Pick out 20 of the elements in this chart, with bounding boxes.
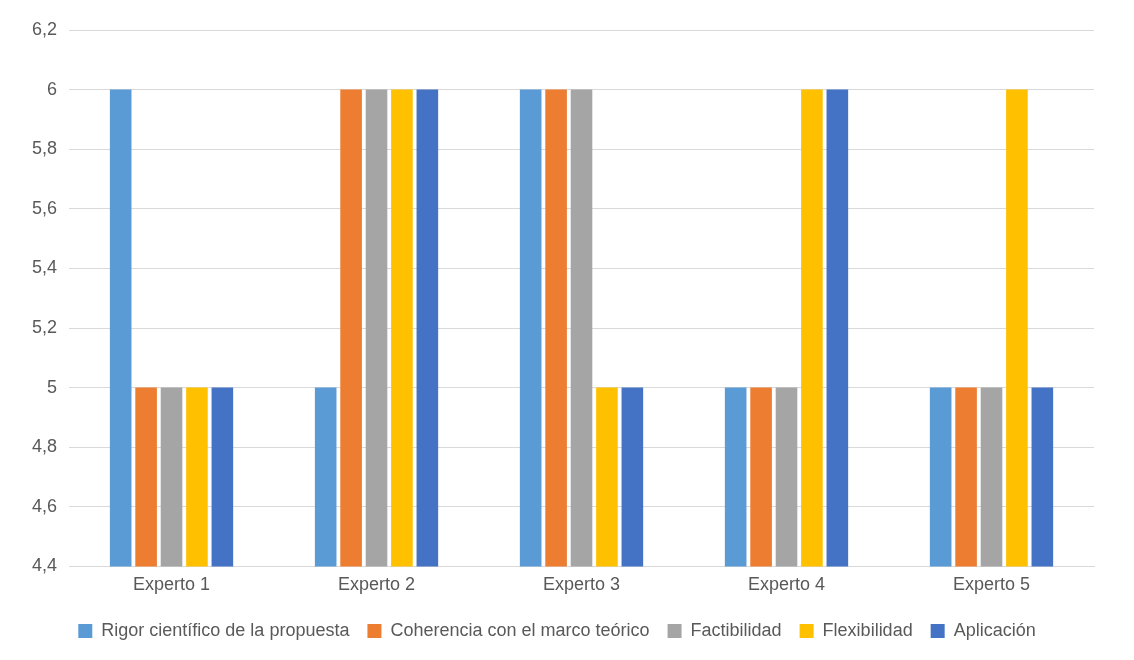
legend-label: Aplicación [953,619,1036,640]
legend-label: Coherencia con el marco teórico [390,619,650,640]
x-tick-label: Experto 4 [747,574,826,595]
y-tick-label: 5,6 [31,197,58,218]
x-tick-label: Experto 1 [133,574,211,595]
y-tick-label: 5,4 [31,257,58,278]
y-tick-label: 4,6 [31,495,58,516]
y-tick-label: 5,8 [31,138,58,159]
x-tick-label: Experto 3 [542,574,621,595]
y-tick-label: 4,4 [31,555,58,576]
legend-label: Rigor científico de la propuesta [101,619,351,640]
legend-label: Flexibilidad [822,619,913,640]
legend-label: Factibilidad [690,619,782,640]
y-tick-label: 5 [47,376,58,397]
y-tick-label: 4,8 [31,436,58,457]
x-tick-label: Experto 2 [337,574,416,595]
y-tick-label: 5,2 [31,316,58,337]
y-tick-label: 6 [47,78,58,99]
y-tick-label: 6,2 [31,18,58,39]
x-tick-label: Experto 5 [952,574,1031,595]
